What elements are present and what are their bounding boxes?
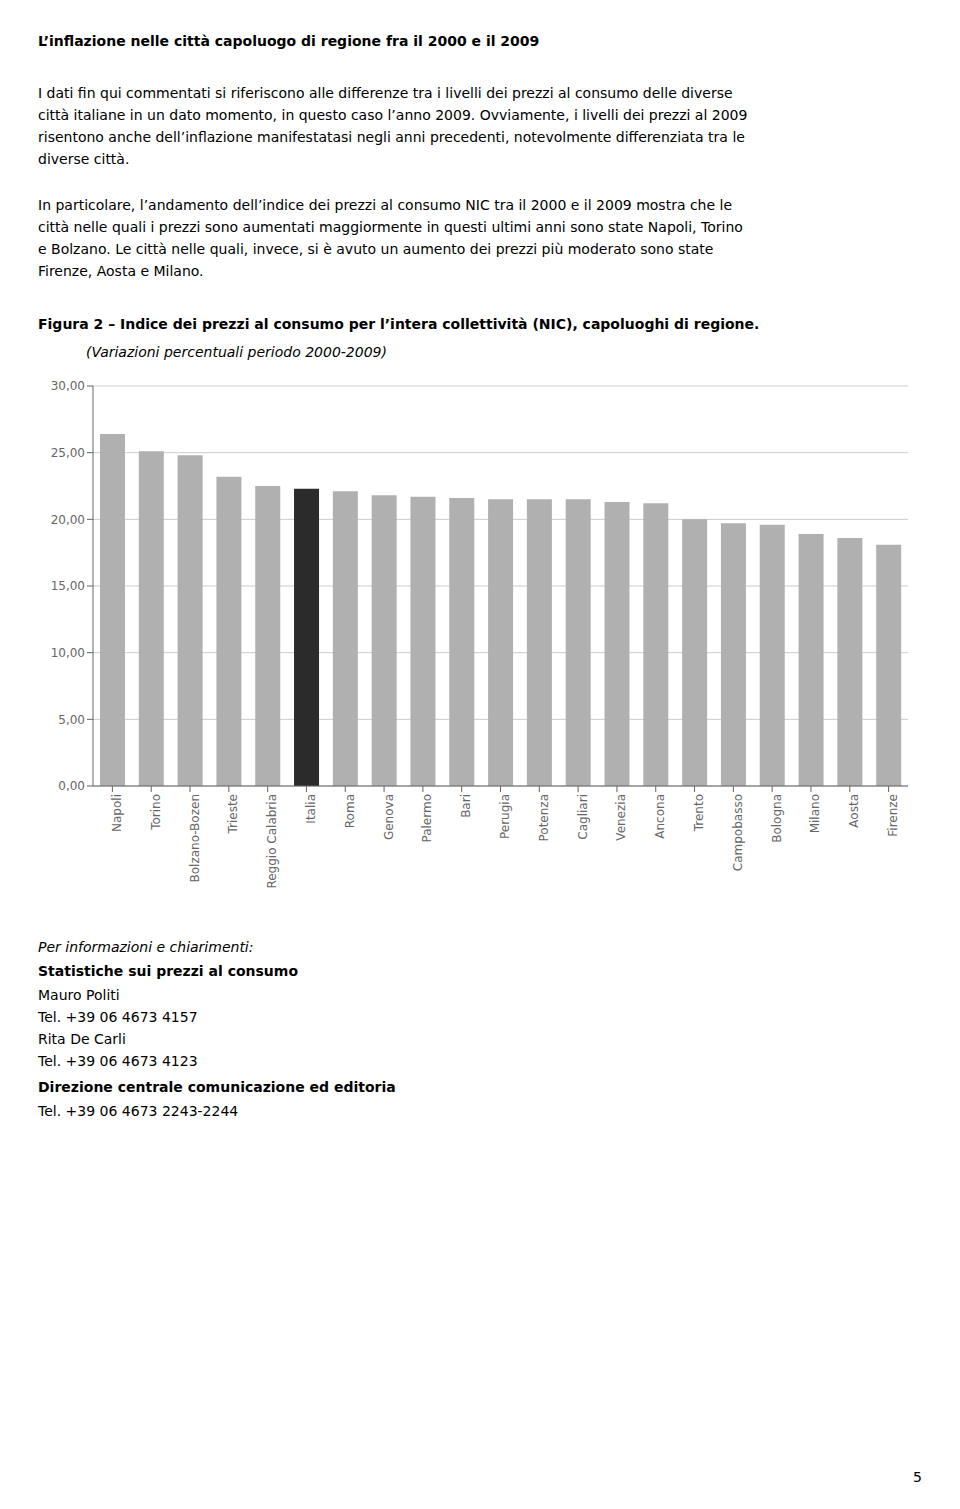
- html-text:e Bolzano. Le città nelle qual: e Bolzano. Le città nelle quali, invece,…: [38, 241, 714, 257]
- svg-text:Venezia: Venezia: [614, 794, 628, 841]
- svg-text:20,00: 20,00: [51, 513, 85, 527]
- svg-text:Italia: Italia: [304, 794, 318, 824]
- svg-text:30,00: 30,00: [51, 379, 85, 393]
- html-text:Per informazioni e chiarimenti: Per informazioni e chiarimenti:: [38, 939, 254, 955]
- svg-text:Bolzano-Bozen: Bolzano-Bozen: [188, 794, 202, 883]
- svg-text:Bologna: Bologna: [770, 794, 784, 843]
- html-text:Mauro Politi: Mauro Politi: [38, 987, 120, 1003]
- html-text:Tel. +39 06 4673 2243-2244: Tel. +39 06 4673 2243-2244: [38, 1103, 239, 1119]
- html-text:risentono anche dell’inflazion: risentono anche dell’inflazione manifest…: [38, 129, 745, 145]
- html-text:L’inflazione nelle città capol: L’inflazione nelle città capoluogo di re…: [38, 33, 540, 49]
- html-text:Direzione centrale comunicazio: Direzione centrale comunicazione ed edit…: [38, 1079, 396, 1095]
- svg-text:Reggio Calabria: Reggio Calabria: [265, 794, 279, 889]
- svg-text:10,00: 10,00: [51, 646, 85, 660]
- html-text:In particolare, l’andamento de: In particolare, l’andamento dell’indice …: [38, 197, 733, 213]
- html-text:5: 5: [913, 1469, 922, 1485]
- html-text:Figura 2 – Indice dei prezzi a: Figura 2 – Indice dei prezzi al consumo …: [38, 316, 760, 332]
- html-text:Firenze, Aosta e Milano.: Firenze, Aosta e Milano.: [38, 263, 204, 279]
- svg-text:Perugia: Perugia: [498, 794, 512, 839]
- svg-text:Genova: Genova: [382, 794, 396, 840]
- html-text:città nelle quali i prezzi son: città nelle quali i prezzi sono aumentat…: [38, 219, 743, 235]
- svg-text:Bari: Bari: [459, 794, 473, 818]
- svg-text:Trieste: Trieste: [226, 794, 240, 835]
- html-text:città italiane in un dato mome: città italiane in un dato momento, in qu…: [38, 107, 748, 123]
- svg-text:Roma: Roma: [343, 794, 357, 828]
- svg-text:15,00: 15,00: [51, 579, 85, 593]
- html-text:I dati fin qui commentati si r: I dati fin qui commentati si riferiscono…: [38, 85, 733, 101]
- svg-text:Cagliari: Cagliari: [576, 794, 590, 840]
- html-text:Rita De Carli: Rita De Carli: [38, 1031, 126, 1047]
- svg-text:Milano: Milano: [808, 794, 822, 833]
- html-text:(Variazioni percentuali period: (Variazioni percentuali periodo 2000-200…: [86, 344, 387, 360]
- svg-text:Torino: Torino: [149, 794, 163, 831]
- svg-text:Potenza: Potenza: [537, 794, 551, 842]
- svg-text:25,00: 25,00: [51, 446, 85, 460]
- html-text:diverse città.: diverse città.: [38, 151, 130, 167]
- svg-text:Palermo: Palermo: [420, 794, 434, 843]
- html-text:Statistiche sui prezzi al cons: Statistiche sui prezzi al consumo: [38, 963, 298, 979]
- html-text:Tel. +39 06 4673 4123: Tel. +39 06 4673 4123: [38, 1053, 198, 1069]
- svg-text:0,00: 0,00: [58, 779, 85, 793]
- svg-text:Campobasso: Campobasso: [731, 794, 745, 871]
- svg-text:5,00: 5,00: [58, 713, 85, 727]
- svg-text:Ancona: Ancona: [653, 794, 667, 839]
- html-text:Tel. +39 06 4673 4157: Tel. +39 06 4673 4157: [38, 1009, 198, 1025]
- svg-text:Trento: Trento: [692, 794, 706, 832]
- svg-text:Aosta: Aosta: [847, 794, 861, 828]
- svg-text:Firenze: Firenze: [886, 794, 900, 837]
- svg-text:Napoli: Napoli: [110, 794, 124, 832]
